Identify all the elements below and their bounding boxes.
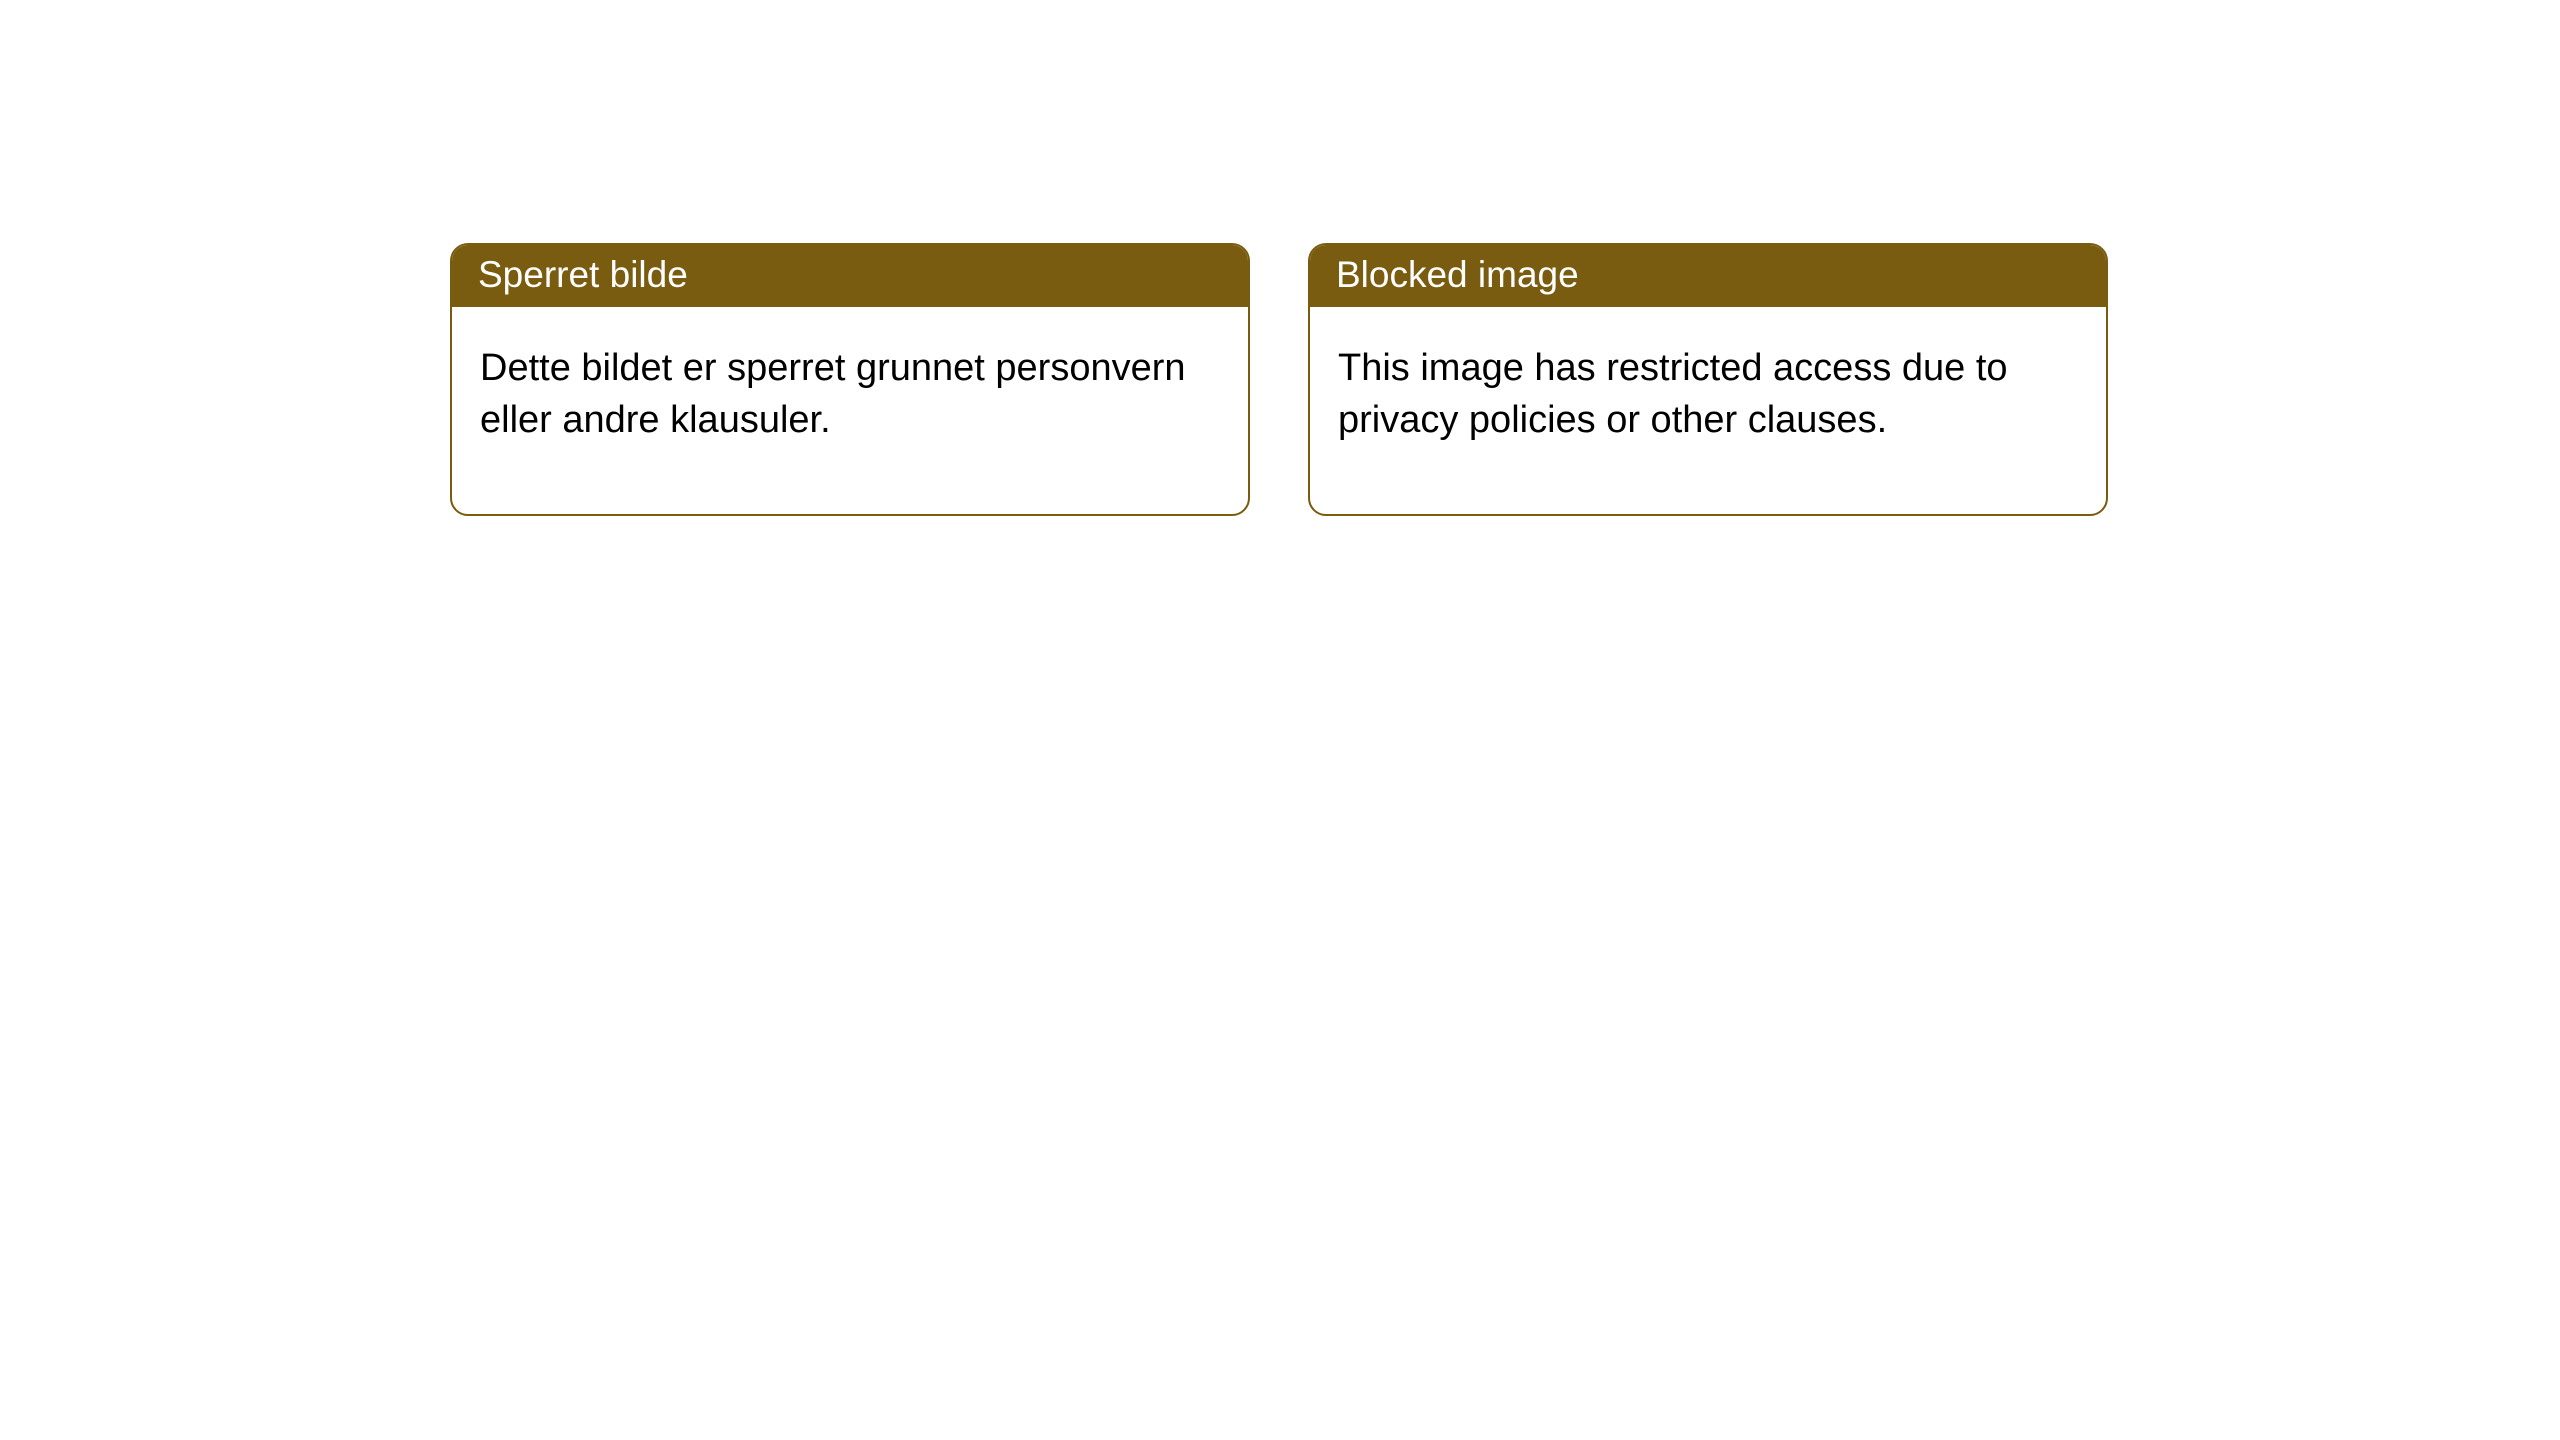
notice-header: Blocked image xyxy=(1310,245,2106,307)
notice-message: This image has restricted access due to … xyxy=(1338,347,2008,440)
notice-container: Sperret bilde Dette bildet er sperret gr… xyxy=(450,243,2560,516)
notice-title: Sperret bilde xyxy=(478,254,688,295)
notice-title: Blocked image xyxy=(1336,254,1579,295)
notice-body: This image has restricted access due to … xyxy=(1310,307,2106,514)
notice-body: Dette bildet er sperret grunnet personve… xyxy=(452,307,1248,514)
notice-card-norwegian: Sperret bilde Dette bildet er sperret gr… xyxy=(450,243,1250,516)
notice-header: Sperret bilde xyxy=(452,245,1248,307)
notice-card-english: Blocked image This image has restricted … xyxy=(1308,243,2108,516)
notice-message: Dette bildet er sperret grunnet personve… xyxy=(480,347,1186,440)
